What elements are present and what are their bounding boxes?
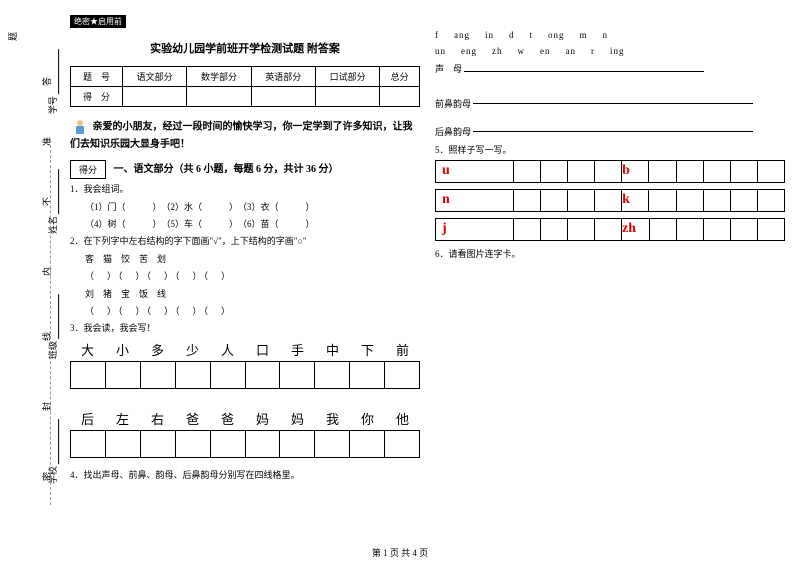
writing-boxes: [70, 430, 420, 458]
pinyin-write-table: jzh: [435, 218, 785, 241]
question-1: 1．我会组词。: [70, 182, 420, 196]
binding-marker: 答: [40, 77, 53, 86]
question-5: 5．照样子写一写。: [435, 143, 785, 157]
binding-marker: 线: [40, 332, 53, 341]
section-header: 得分 一、语文部分（共 6 小题，每题 6 分，共计 36 分）: [70, 160, 420, 179]
binding-marker: 不: [40, 197, 53, 206]
header-cell: 英语部分: [251, 67, 315, 87]
pinyin-write-table: nk: [435, 189, 785, 212]
dashed-line: [50, 140, 51, 505]
header-cell: 口试部分: [315, 67, 379, 87]
left-column: 绝密★启用前 实验幼儿园学前班开学检测试题 附答案 题 号 语文部分 数学部分 …: [70, 15, 420, 485]
q2-chars: 客 猫 饺 苦 划: [85, 252, 420, 266]
q1-items: （1）门（ ） （2）水（ ） （3）衣（ ）: [85, 200, 420, 214]
header-cell: 语文部分: [123, 67, 187, 87]
binding-marker: 内: [40, 267, 53, 276]
table-row: 得 分: [71, 87, 420, 107]
score-box: 得分: [70, 160, 106, 179]
q2-paren: （ ）（ ）（ ）（ ）（ ）: [85, 304, 420, 318]
binding-marker: 封: [40, 402, 53, 411]
char-row-2: 后左右爸爸妈妈我你他: [70, 409, 420, 428]
writing-boxes: [70, 361, 420, 389]
char-row-1: 大小多少人口手中下前: [70, 340, 420, 359]
question-2: 2．在下列字中左右结构的字下面画"√"，上下结构的字画"○": [70, 234, 420, 248]
score-table: 题 号 语文部分 数学部分 英语部分 口试部分 总分 得 分: [70, 66, 420, 107]
binding-marker: 密: [40, 472, 53, 481]
question-6: 6．请看图片连字卡。: [435, 247, 785, 261]
pinyin-row: fangindtongmn: [435, 27, 785, 43]
score-label: 得 分: [71, 87, 123, 107]
confidential-seal: 绝密★启用前: [70, 15, 126, 28]
pinyin-write-table: ub: [435, 160, 785, 183]
binding-label: 班级: [46, 294, 59, 359]
table-row: 题 号 语文部分 数学部分 英语部分 口试部分 总分: [71, 67, 420, 87]
binding-marker: 题: [6, 32, 19, 41]
child-icon: [70, 117, 90, 137]
q2-paren: （ ）（ ）（ ）（ ）（ ）: [85, 269, 420, 283]
fill-label: 前鼻韵母: [435, 97, 785, 111]
header-cell: 总分: [380, 67, 420, 87]
fill-label: 后鼻韵母: [435, 125, 785, 139]
question-3: 3．我会读，我会写！: [70, 321, 420, 335]
header-cell: 数学部分: [187, 67, 251, 87]
binding-marker: 准: [40, 137, 53, 146]
right-column: fangindtongmn unengzhwenanring 声 母 前鼻韵母 …: [435, 15, 785, 485]
exam-title: 实验幼儿园学前班开学检测试题 附答案: [70, 40, 420, 56]
q1-items: （4）树（ ） （5）车（ ） （6）苗（ ）: [85, 217, 420, 231]
binding-margin: 题 学号 答 准 姓名 不 内 班级 线 封 学校 密: [0, 0, 65, 565]
pinyin-row: unengzhwenanring: [435, 43, 785, 59]
fill-label: 声 母: [435, 62, 785, 76]
header-cell: 题 号: [71, 67, 123, 87]
q2-chars: 刘 猪 宝 饭 线: [85, 287, 420, 301]
intro-text: 亲爱的小朋友，经过一段时间的愉快学习，你一定学到了许多知识，让我们去知识乐园大显…: [70, 117, 420, 152]
question-4: 4．找出声母、前鼻、韵母、后鼻韵母分别写在四线格里。: [70, 468, 420, 482]
page-footer: 第 1 页 共 4 页: [0, 546, 800, 559]
page-content: 绝密★启用前 实验幼儿园学前班开学检测试题 附答案 题 号 语文部分 数学部分 …: [70, 15, 785, 485]
